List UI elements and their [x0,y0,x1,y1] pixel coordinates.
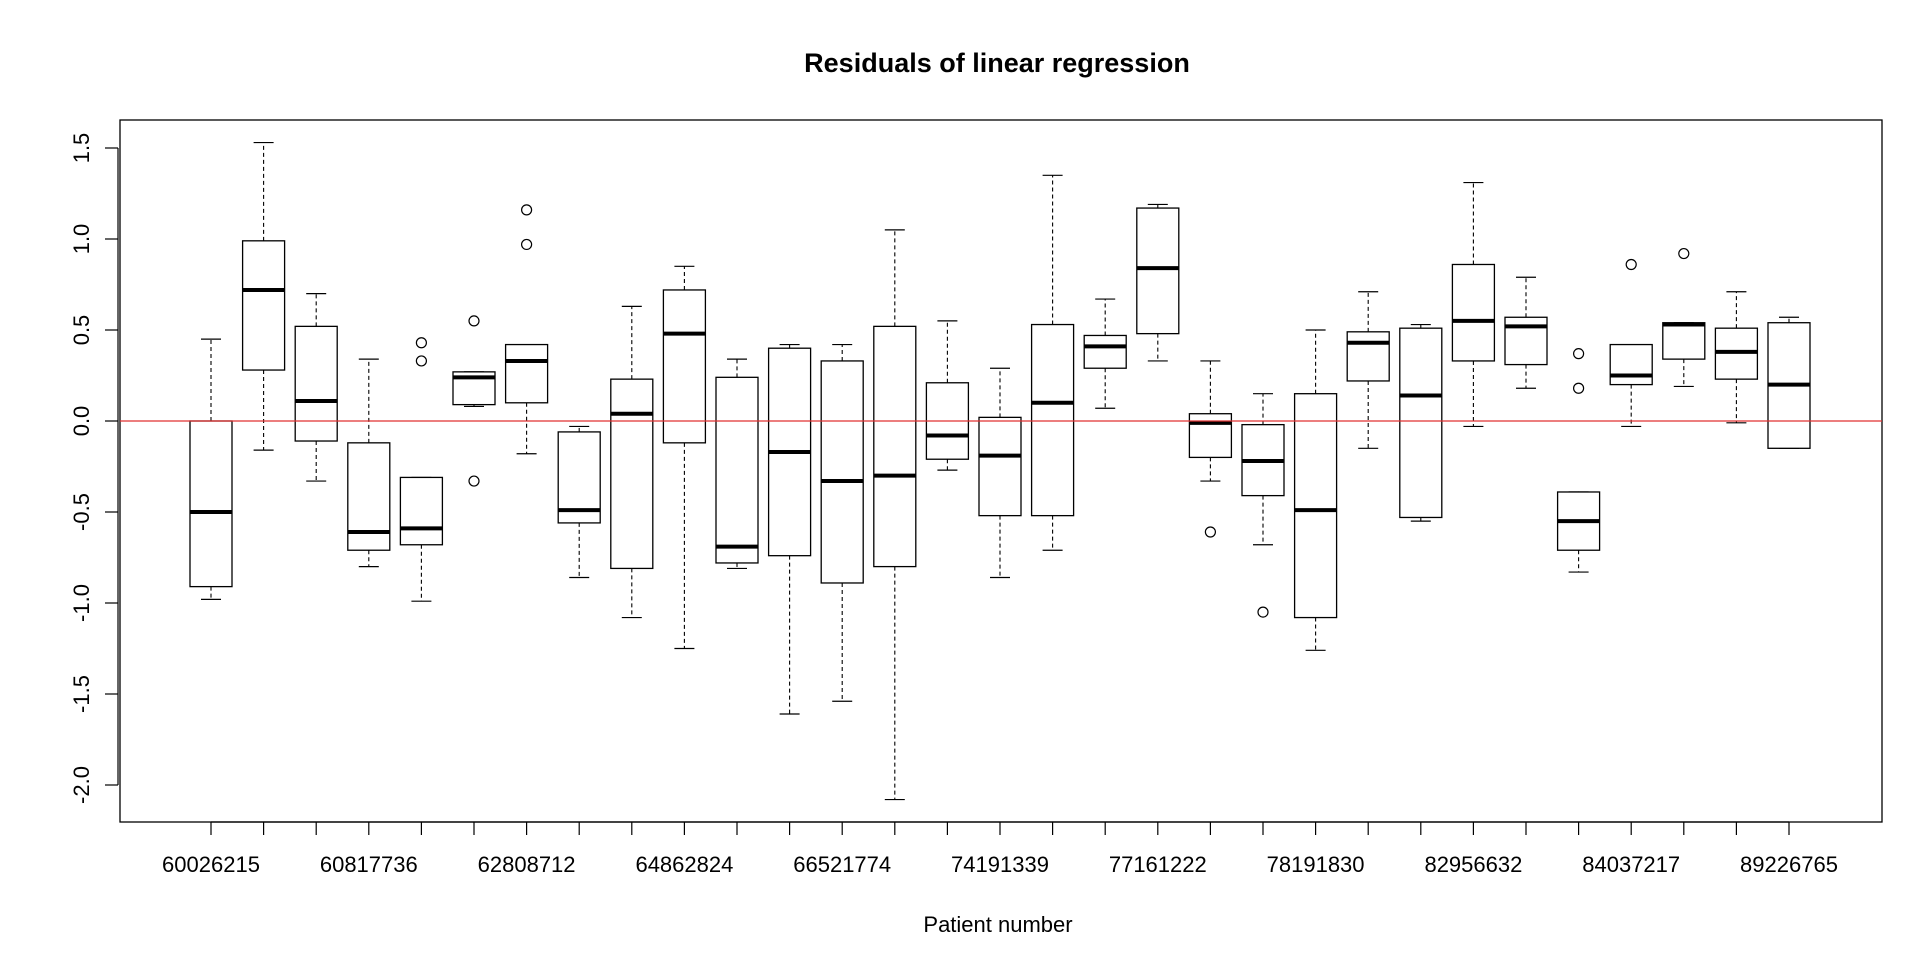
iqr-box [715,376,759,564]
x-tick-label: 66521774 [793,852,891,877]
y-tick-label: 0.0 [69,406,94,437]
x-tick-label: 84037217 [1582,852,1680,877]
box-15 [978,367,1022,579]
outlier-point [520,204,533,216]
iqr-box [610,378,654,570]
iqr-box [1504,316,1548,366]
iqr-box [1136,207,1180,335]
box-3 [347,358,391,568]
x-tick-label: 89226765 [1740,852,1838,877]
box-12 [820,343,864,702]
y-tick-label: -0.5 [69,493,94,531]
box-28 [1662,247,1706,388]
y-tick-label: 1.5 [69,133,94,164]
x-axis-label: Patient number [923,912,1072,937]
box-24 [1451,181,1496,428]
outlier-point [520,238,533,251]
iqr-box [1188,413,1233,459]
box-25 [1504,276,1548,389]
box-7 [557,425,601,579]
y-tick-label: -1.5 [69,675,94,713]
box-23 [1399,323,1443,522]
iqr-box [1346,331,1390,382]
box-1 [241,141,286,451]
box-9 [662,265,707,650]
box-2 [294,293,338,482]
box-27 [1609,258,1653,428]
outlier-point [415,337,427,349]
box-19 [1188,360,1233,538]
y-tick-label: -1.0 [69,584,94,622]
y-tick-label: 1.0 [69,224,94,255]
x-tick-label: 77161222 [1109,852,1207,877]
iqr-box [1451,263,1496,362]
iqr-box [1030,323,1075,517]
x-tick-label: 82956632 [1424,852,1522,877]
box-5 [452,315,496,487]
x-tick-label: 60026215 [162,852,260,877]
iqr-box [978,416,1022,517]
outlier-point [415,355,427,367]
boxes-group [189,141,1811,801]
box-0 [189,338,233,600]
outlier-point [1678,247,1690,260]
iqr-box [399,476,444,546]
box-18 [1136,203,1180,362]
iqr-box [662,289,707,444]
box-30 [1767,316,1811,449]
iqr-box [347,442,391,551]
box-11 [767,343,812,715]
iqr-box [873,325,917,568]
x-tick-label: 64862824 [635,852,733,877]
outlier-point [1572,348,1585,360]
box-14 [925,320,970,471]
outlier-point [1572,382,1585,394]
outlier-point [1204,526,1217,538]
box-6 [504,204,549,455]
box-20 [1241,393,1285,618]
box-8 [610,305,654,619]
box-10 [715,358,759,570]
box-26 [1556,348,1601,573]
iqr-box [1083,334,1127,369]
iqr-box [1662,322,1706,360]
iqr-box [504,343,549,404]
x-tick-label: 74191339 [951,852,1049,877]
iqr-box [294,325,338,442]
box-21 [1293,329,1338,651]
outlier-point [1625,258,1637,271]
iqr-box [189,420,233,588]
iqr-box [557,431,601,524]
box-17 [1083,298,1127,409]
x-tick-label: 78191830 [1267,852,1365,877]
iqr-box [1293,393,1338,619]
outlier-point [468,315,480,327]
x-tick-label: 60817736 [320,852,418,877]
box-29 [1714,291,1759,424]
chart-title: Residuals of linear regression [804,48,1190,78]
iqr-box [1399,327,1443,519]
iqr-box [241,240,286,371]
outlier-point [1257,606,1269,618]
box-16 [1030,174,1075,551]
iqr-box [1609,343,1653,386]
x-tick-label: 62808712 [478,852,576,877]
y-axis: -2.0 -1.5 -1.0 -0.5 0.0 0.5 1.0 1.5 [69,133,119,804]
outlier-point [468,475,480,487]
box-22 [1346,291,1390,449]
iqr-box [820,360,864,584]
box-13 [873,229,917,801]
y-tick-label: -2.0 [69,766,94,804]
box-4 [399,337,444,602]
x-axis: 60026215 60817736 62808712 64862824 66521774… [162,821,1838,877]
y-tick-label: 0.5 [69,315,94,346]
